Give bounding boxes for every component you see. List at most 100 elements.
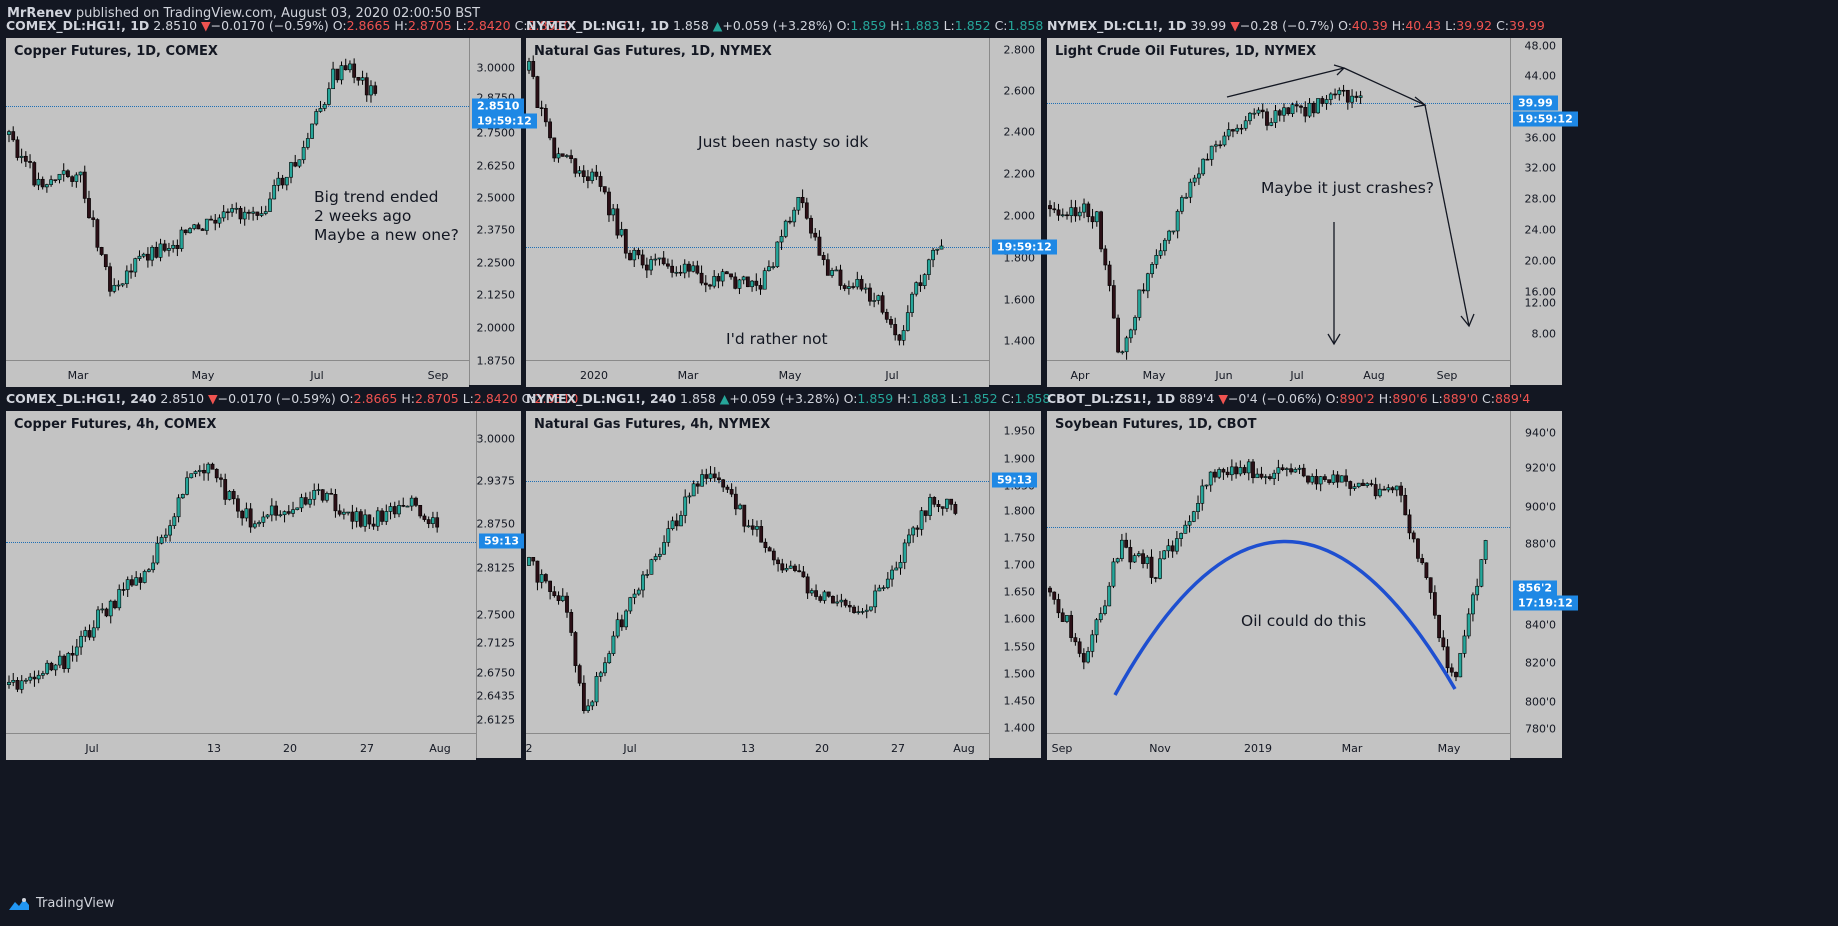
- arrow-line[interactable]: [1226, 67, 1345, 98]
- chart-plot-area[interactable]: Natural Gas Futures, 4h, NYMEX: [526, 411, 989, 733]
- candle: [1311, 101, 1316, 118]
- symbol-header[interactable]: COMEX_DL:HG1!, 240 2.8510 ▼−0.0170 (−0.5…: [6, 391, 578, 409]
- high-label: H:: [401, 391, 415, 406]
- chart-plot-area[interactable]: Copper Futures, 4h, COMEX: [6, 411, 476, 733]
- candle: [1337, 87, 1342, 101]
- y-tick-label: 1.500: [1003, 667, 1036, 681]
- chart-plot-area[interactable]: Natural Gas Futures, 1D, NYMEX Just been …: [526, 38, 989, 360]
- chart-panel[interactable]: Natural Gas Futures, 1D, NYMEX Just been …: [526, 38, 1057, 387]
- candle: [1099, 210, 1103, 253]
- text-annotation[interactable]: Just been nasty so idk: [698, 133, 869, 151]
- candle: [1239, 124, 1244, 135]
- chart-panel[interactable]: Copper Futures, 4h, COMEX Jul 13 20 27 Aug 3.0…: [6, 411, 525, 760]
- candle: [225, 208, 230, 221]
- candle: [1284, 467, 1289, 477]
- candle: [1175, 209, 1180, 239]
- x-axis[interactable]: Sep Nov 2019 Mar May: [1047, 733, 1510, 760]
- symbol-header[interactable]: NYMEX_DL:NG1!, 1D 1.858 ▲+0.059 (+3.28%)…: [526, 18, 1043, 36]
- candle: [1483, 539, 1488, 565]
- chart-plot-area[interactable]: Soybean Futures, 1D, CBOT Oil could do th…: [1047, 411, 1510, 733]
- x-tick-label: Apr: [1070, 369, 1090, 382]
- y-axis[interactable]: 940'0920'0900'0880'0860'0840'0820'0800'0…: [1510, 411, 1578, 758]
- chart-panel[interactable]: Copper Futures, 1D, COMEX Big trend ended…: [6, 38, 537, 387]
- x-tick-label: 27: [360, 742, 374, 755]
- candle: [1299, 104, 1303, 114]
- candle: [276, 171, 281, 192]
- x-axis[interactable]: 2 Jul 13 20 27 Aug: [526, 733, 989, 760]
- candle: [666, 258, 670, 269]
- candle: [695, 481, 700, 494]
- candle: [310, 123, 314, 139]
- candle: [1462, 629, 1467, 658]
- y-axis[interactable]: 3.00002.87502.75002.62502.50002.37502.25…: [469, 38, 537, 385]
- candle: [880, 291, 885, 315]
- text-annotation[interactable]: Oil could do this: [1241, 612, 1367, 630]
- x-axis[interactable]: Apr May Jun Jul Aug Sep: [1047, 360, 1510, 387]
- candle: [674, 513, 679, 531]
- x-axis[interactable]: Jul 13 20 27 Aug: [6, 733, 476, 760]
- candle: [320, 489, 325, 503]
- candle: [1273, 104, 1278, 128]
- candle: [881, 585, 886, 592]
- footer-brand[interactable]: TradingView: [8, 896, 115, 911]
- y-axis[interactable]: 1.9501.9001.8501.8001.7501.7001.6501.600…: [989, 411, 1041, 758]
- change-arrow-icon: ▲: [712, 18, 723, 33]
- symbol-header[interactable]: CBOT_DL:ZS1!, 1D 889'4 ▼−0'4 (−0.06%) O:…: [1047, 391, 1530, 409]
- candle: [1314, 469, 1319, 490]
- text-annotation[interactable]: I'd rather not: [726, 330, 828, 348]
- candle: [1162, 238, 1167, 256]
- x-axis[interactable]: 2020 Mar May Jul: [526, 360, 989, 387]
- symbol-header[interactable]: NYMEX_DL:CL1!, 1D 39.99 ▼−0.28 (−0.7%) O…: [1047, 18, 1545, 36]
- y-axis[interactable]: 2.800 2.600 2.400 2.200 2.000 1.800 1.600 1.400…: [989, 38, 1057, 385]
- candle: [754, 273, 759, 292]
- candle: [915, 525, 920, 538]
- y-tick-label: 1.400: [1003, 721, 1036, 735]
- chart-panel[interactable]: Soybean Futures, 1D, CBOT Oil could do th…: [1047, 411, 1578, 760]
- high-label: H:: [1391, 18, 1406, 33]
- y-axis[interactable]: 3.0000 2.9375 2.8750 2.8125 2.7500 2.7125 2.67…: [476, 411, 525, 758]
- chart-plot-area[interactable]: Copper Futures, 1D, COMEX Big trend ended…: [6, 38, 469, 360]
- y-axis[interactable]: 48.0044.0040.0036.0032.0028.0024.0020.00…: [1510, 38, 1578, 385]
- symbol-label: NYMEX_DL:CL1!, 1D: [1047, 18, 1187, 33]
- candle: [189, 473, 194, 479]
- symbol-header[interactable]: NYMEX_DL:NG1!, 240 1.858 ▲+0.059 (+3.28%…: [526, 391, 1050, 409]
- author-name[interactable]: MrRenev: [7, 6, 72, 21]
- candle: [1116, 314, 1120, 354]
- text-annotation[interactable]: Maybe it just crashes?: [1261, 179, 1434, 197]
- candle: [185, 471, 189, 496]
- y-tick-label: 2.000: [1003, 209, 1036, 223]
- arc-drawing[interactable]: [1113, 539, 1457, 696]
- candle: [1246, 458, 1251, 481]
- candle: [767, 546, 772, 552]
- candle: [45, 660, 50, 676]
- y-tick-label: 12.00: [1524, 296, 1557, 310]
- candle: [299, 493, 304, 512]
- symbol-header[interactable]: COMEX_DL:HG1!, 1D 2.8510 ▼−0.0170 (−0.59…: [6, 18, 571, 36]
- candle: [783, 219, 788, 239]
- text-annotation[interactable]: Big trend ended 2 weeks ago Maybe a new …: [314, 188, 459, 244]
- candle: [552, 586, 557, 598]
- chart-panel[interactable]: Light Crude Oil Futures, 1D, NYMEX Maybe …: [1047, 38, 1578, 387]
- x-axis[interactable]: Mar May Jul Sep: [6, 360, 469, 387]
- candle: [1399, 482, 1403, 503]
- candle: [223, 473, 228, 505]
- y-tick-label: 900'0: [1524, 500, 1556, 514]
- candle: [301, 140, 306, 164]
- candle: [333, 488, 338, 518]
- chart-plot-area[interactable]: Light Crude Oil Futures, 1D, NYMEX Maybe …: [1047, 38, 1510, 360]
- candle: [70, 645, 75, 662]
- candle: [535, 560, 540, 591]
- low-value: 1.852: [954, 18, 991, 33]
- candle: [889, 316, 893, 329]
- candle: [586, 699, 591, 713]
- candle: [91, 620, 96, 641]
- candle: [23, 151, 28, 167]
- y-tick-label: 2.6750: [476, 666, 516, 680]
- candle: [1137, 289, 1142, 321]
- candle: [821, 251, 826, 266]
- arrow-line[interactable]: [1424, 104, 1470, 327]
- chart-panel[interactable]: Natural Gas Futures, 4h, NYMEX 2 Jul 13 20 27…: [526, 411, 1041, 760]
- high-label: H:: [890, 18, 904, 33]
- arrowhead-icon: [1327, 333, 1341, 346]
- arrow-line[interactable]: [1343, 67, 1426, 106]
